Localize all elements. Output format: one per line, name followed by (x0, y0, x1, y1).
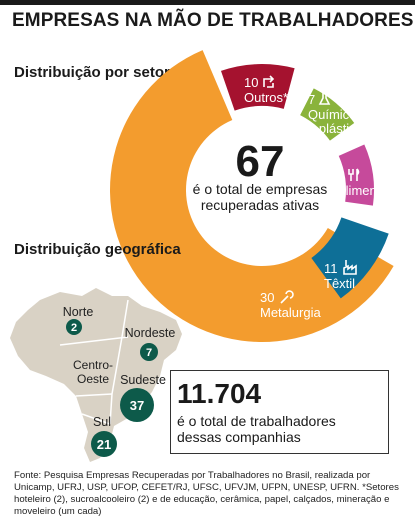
flask-icon (318, 93, 331, 105)
slice-label-metalurgia: Metalurgia (260, 305, 321, 320)
slice-outros (220, 63, 295, 111)
region-bubble-norte (66, 319, 82, 335)
page-title: EMPRESAS NA MÃO DE TRABALHADORES (12, 10, 414, 31)
slice-label-quimico-e-plastico-1: Químico (308, 107, 356, 122)
brazil-map (10, 288, 182, 462)
workers-total: 11.704 (177, 378, 262, 409)
region-label-sudeste: Sudeste (120, 373, 166, 387)
region-label-norte: Norte (63, 305, 94, 319)
slice-value-alimenticio: 9 (337, 168, 344, 183)
top-rule (0, 0, 415, 5)
region-border (59, 336, 129, 346)
region-value-nordeste: 7 (146, 347, 152, 359)
slice-value-quimico-e-plastico: 7 (308, 92, 315, 107)
total-companies: 67 (235, 137, 285, 186)
chart-subtitle: Distribuição por setor (14, 64, 170, 81)
region-border (109, 299, 129, 425)
recycle-icon (263, 75, 275, 88)
slice-label-outros: Outros* (244, 90, 288, 105)
region-value-sul: 21 (97, 437, 111, 452)
total-companies-caption: é o total de empresas recuperadas ativas (192, 181, 328, 213)
region-value-sudeste: 37 (130, 398, 144, 413)
slice-value-metalurgia: 30 (260, 290, 274, 305)
region-bubble-sul (91, 431, 117, 457)
slice-textil (311, 217, 389, 299)
slice-quimico-e-plastico (300, 88, 355, 141)
geo-title: Distribuição geográfica (14, 241, 181, 258)
region-value-norte: 2 (71, 322, 77, 334)
region-label-sul: Sul (93, 415, 111, 429)
slice-label-textil: Têxtil (324, 276, 355, 291)
fork-knife-icon (348, 168, 360, 181)
source-footnote: Fonte: Pesquisa Empresas Recuperadas por… (14, 470, 399, 517)
workers-box (170, 370, 389, 454)
region-border (75, 393, 113, 397)
factory-icon (343, 260, 357, 275)
region-label-nordeste: Nordeste (125, 326, 176, 340)
region-label-centro-oeste: Centro-Oeste (73, 358, 113, 386)
slice-value-textil: 11 (324, 261, 338, 276)
region-bubble-sudeste (120, 388, 154, 422)
region-bubble-nordeste (140, 343, 158, 361)
region-border (81, 413, 111, 425)
slice-label-alimenticio: Alimentício (337, 183, 401, 198)
slice-label-quimico-e-plastico-2: e plástico (308, 121, 363, 136)
slice-value-outros: 10 (244, 75, 258, 90)
wrench-icon (280, 290, 294, 304)
workers-caption: é o total de trabalhadores dessas compan… (177, 413, 336, 445)
